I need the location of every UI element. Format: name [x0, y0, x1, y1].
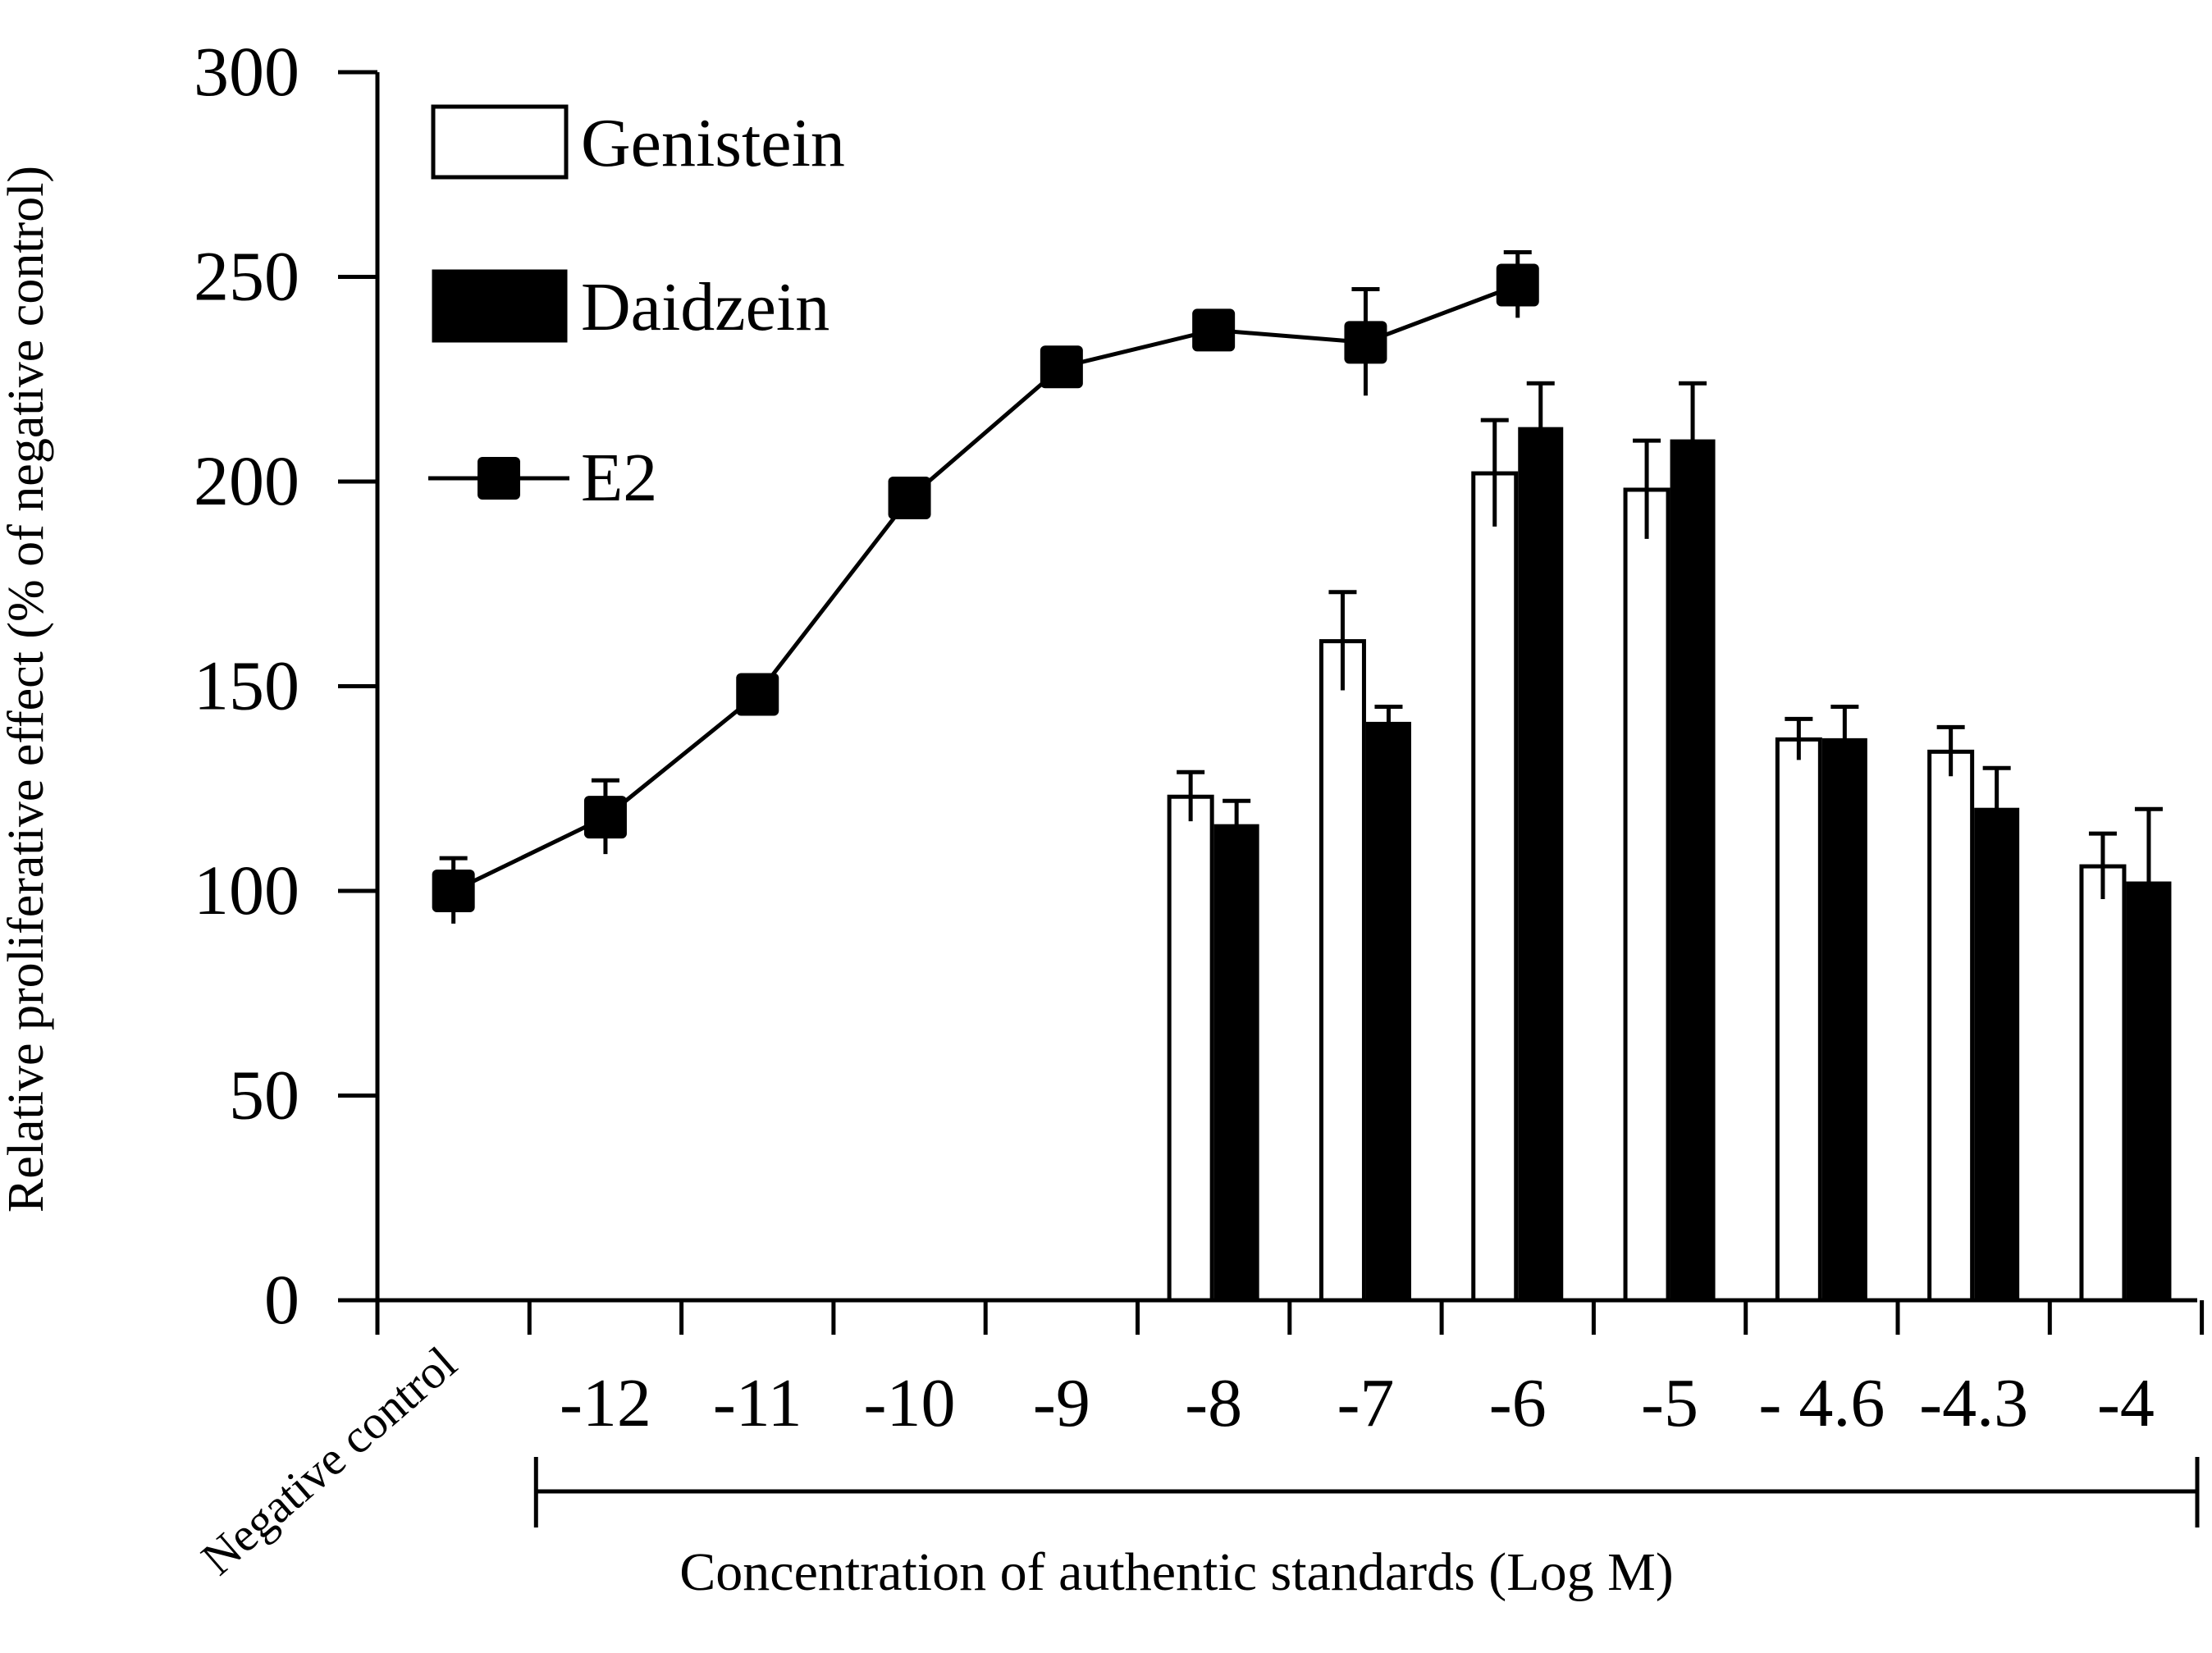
bar-genistein	[2079, 864, 2127, 1303]
bar-genistein	[1471, 471, 1519, 1303]
x-tick-label: -6	[1489, 1365, 1547, 1441]
bar-daidzein	[1974, 807, 2020, 1302]
y-tick-label: 0	[264, 1260, 299, 1339]
x-axis-title: Concentration of authentic standards (Lo…	[679, 1542, 1674, 1602]
y-axis: 0 50 100 150 200 250 300	[194, 32, 380, 1339]
e2-marker	[736, 673, 779, 716]
y-axis-title: Relative proliferative effect (% of nega…	[0, 166, 54, 1212]
e2-marker	[1496, 263, 1539, 307]
y-tick-label: 300	[194, 32, 299, 111]
x-tick-label: -12	[560, 1365, 651, 1441]
bar-daidzein	[1213, 824, 1259, 1302]
legend-swatch-genistein	[431, 104, 569, 180]
bar-genistein	[1319, 639, 1366, 1303]
bar-genistein	[1927, 749, 1975, 1303]
bars	[1167, 381, 2172, 1303]
legend-swatch-daidzein	[432, 269, 568, 343]
bar-genistein	[1623, 487, 1670, 1303]
y-tick-label: 50	[229, 1056, 299, 1135]
bar-genistein	[1775, 737, 1822, 1303]
legend-label-e2: E2	[581, 440, 657, 516]
e2-marker	[583, 796, 627, 839]
legend-marker-e2	[478, 457, 520, 500]
x-tick-label: -10	[864, 1365, 956, 1441]
y-tick-label: 200	[194, 441, 299, 520]
bar-daidzein	[1365, 721, 1411, 1302]
legend-label-genistein: Genistein	[581, 105, 845, 181]
x-tick-label: -4	[2097, 1365, 2155, 1441]
x-tick-label: -4.3	[1919, 1365, 2028, 1441]
e2-marker	[1344, 321, 1387, 364]
x-tick-label: -7	[1337, 1365, 1394, 1441]
bar-genistein	[1167, 794, 1214, 1303]
e2-series	[432, 250, 1539, 924]
y-tick-label: 150	[194, 646, 299, 725]
x-tick-label: -8	[1185, 1365, 1242, 1441]
e2-marker	[432, 870, 475, 912]
x-tick-label: -11	[713, 1365, 802, 1441]
bar-daidzein	[1518, 427, 1564, 1302]
x-tick-label: -5	[1641, 1365, 1698, 1441]
e2-line	[452, 283, 1519, 893]
legend-label-daidzein: Daidzein	[581, 269, 830, 345]
bar-daidzein	[1821, 737, 1867, 1302]
bar-daidzein	[1670, 439, 1716, 1302]
x-tick-label: - 4.6	[1758, 1365, 1885, 1441]
y-tick-label: 250	[194, 237, 299, 316]
legend: Genistein Daidzein E2	[428, 104, 845, 516]
e2-marker	[888, 476, 931, 519]
x-tick-label: -9	[1033, 1365, 1090, 1441]
y-tick-label: 100	[194, 851, 299, 929]
e2-marker	[1192, 308, 1236, 352]
e2-marker	[1040, 345, 1083, 389]
x-tick-label: Negative control	[191, 1336, 467, 1586]
